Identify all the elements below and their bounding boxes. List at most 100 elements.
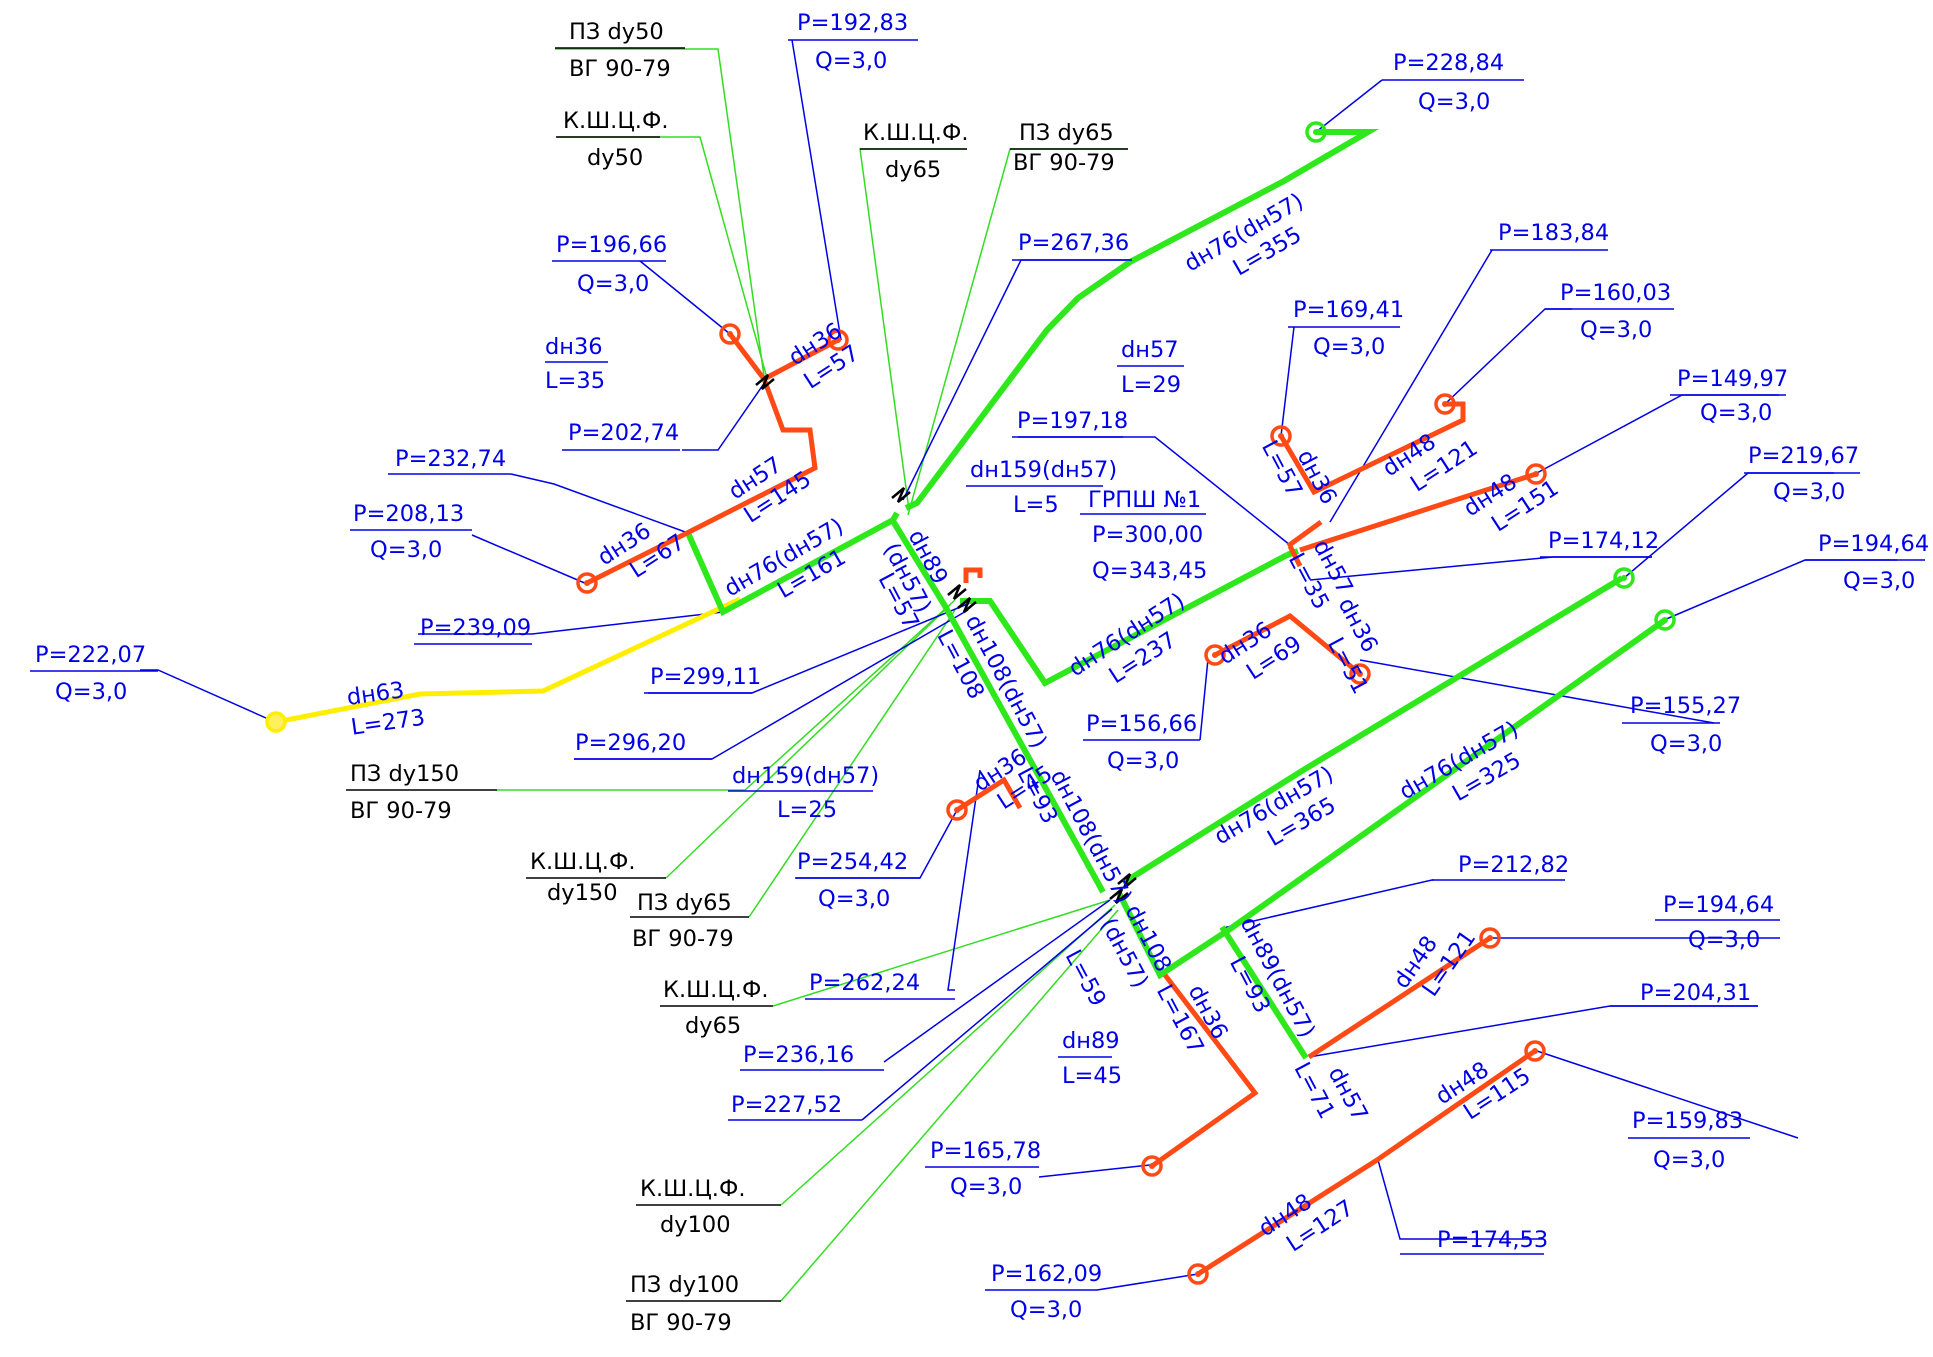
pressure-value: P=174,12 xyxy=(1548,528,1659,554)
svg-text:L=25: L=25 xyxy=(777,797,837,823)
consumer-node xyxy=(827,329,849,351)
segment-label: dн89 L=45 xyxy=(1058,1028,1122,1089)
svg-text:L=45: L=45 xyxy=(1062,1063,1122,1089)
flow-value: Q=3,0 xyxy=(1843,568,1915,594)
regulator-icon xyxy=(963,567,983,583)
equipment-label: К.Ш.Ц.Ф. dу150 xyxy=(526,849,666,906)
pressure-value: P=228,84 xyxy=(1393,50,1504,76)
pressure-value: P=194,64 xyxy=(1818,531,1929,557)
svg-text:dн108(dн57): dн108(dн57) xyxy=(1045,766,1137,908)
svg-text:ПЗ dу65: ПЗ dу65 xyxy=(1019,120,1114,146)
svg-text:L=29: L=29 xyxy=(1121,372,1181,398)
svg-text:dу150: dу150 xyxy=(547,880,618,906)
equipment-labels: ПЗ dу50 ВГ 90-79 К.Ш.Ц.Ф. dу50 К.Ш.Ц.Ф. dу6… xyxy=(346,19,1128,1336)
node-label: P=196,66 Q=3,0 xyxy=(552,232,667,297)
svg-text:ПЗ dу100: ПЗ dу100 xyxy=(630,1272,739,1298)
pressure-value: P=196,66 xyxy=(556,232,667,258)
node-label: P=204,31 xyxy=(1610,980,1758,1007)
segment-label: dн36 L=35 xyxy=(545,334,608,394)
svg-text:К.Ш.Ц.Ф.: К.Ш.Ц.Ф. xyxy=(863,120,968,146)
pressure-labels: P=192,83 Q=3,0 P=228,84 Q=3,0 P=196,66 Q=3,… xyxy=(30,10,1929,1323)
consumer-node xyxy=(1270,425,1292,447)
flow-value: Q=3,0 xyxy=(1580,317,1652,343)
svg-text:К.Ш.Ц.Ф.: К.Ш.Ц.Ф. xyxy=(640,1176,745,1202)
flow-value: Q=3,0 xyxy=(1107,748,1179,774)
node-label: P=299,11 xyxy=(644,664,761,694)
consumer-node xyxy=(1141,1155,1163,1177)
source-flow: Q=343,45 xyxy=(1092,558,1207,584)
node-label: P=149,97 Q=3,0 xyxy=(1670,366,1788,426)
svg-text:ВГ 90-79: ВГ 90-79 xyxy=(569,56,671,82)
feed-pipe xyxy=(275,596,742,725)
svg-text:К.Ш.Ц.Ф.: К.Ш.Ц.Ф. xyxy=(530,849,635,875)
svg-text:ПЗ dу65: ПЗ dу65 xyxy=(637,890,732,916)
equipment-label: ПЗ dу50 ВГ 90-79 xyxy=(555,19,685,82)
svg-text:ВГ 90-79: ВГ 90-79 xyxy=(632,926,734,952)
node-label: P=236,16 xyxy=(740,1042,884,1071)
node-label: P=296,20 xyxy=(574,730,712,760)
svg-text:L=273: L=273 xyxy=(349,705,426,741)
flow-value: Q=3,0 xyxy=(1773,479,1845,505)
svg-text:L=5: L=5 xyxy=(1013,492,1059,518)
segment-label: dн57 L=29 xyxy=(1117,337,1184,398)
valve-icon-3 xyxy=(947,584,967,600)
equipment-label: К.Ш.Ц.Ф. dу50 xyxy=(556,108,668,171)
valve-icon-1 xyxy=(755,374,775,390)
node-label: P=208,13 Q=3,0 xyxy=(350,501,472,563)
svg-text:К.Ш.Ц.Ф.: К.Ш.Ц.Ф. xyxy=(663,977,768,1003)
svg-text:К.Ш.Ц.Ф.: К.Ш.Ц.Ф. xyxy=(563,108,668,134)
valve-icon-2 xyxy=(891,487,911,503)
consumer-node xyxy=(1305,121,1327,143)
pressure-value: P=159,83 xyxy=(1632,1108,1743,1134)
flow-value: Q=3,0 xyxy=(1653,1147,1725,1173)
endpoints xyxy=(265,121,1676,1285)
consumer-node xyxy=(1613,567,1635,589)
valve-icon-6 xyxy=(1109,888,1129,904)
pressure-value: P=149,97 xyxy=(1677,366,1788,392)
pressure-value: P=262,24 xyxy=(809,970,920,996)
pressure-value: P=174,53 xyxy=(1437,1227,1548,1253)
svg-text:dн159(dн57): dн159(dн57) xyxy=(732,763,879,789)
equipment-label: ПЗ dу100 ВГ 90-79 xyxy=(626,1272,781,1336)
node-label: P=183,84 xyxy=(1490,220,1609,251)
svg-text:ПЗ dу50: ПЗ dу50 xyxy=(569,19,664,45)
node-label: P=232,74 xyxy=(388,446,511,475)
node-label: P=169,41 Q=3,0 xyxy=(1288,297,1404,360)
node-label: P=162,09 Q=3,0 xyxy=(985,1261,1102,1323)
consumer-node xyxy=(1204,644,1226,666)
pressure-value: P=197,18 xyxy=(1017,408,1128,434)
svg-text:dн63: dн63 xyxy=(345,677,406,711)
node-label: P=155,27 Q=3,0 xyxy=(1622,693,1741,757)
segment-label: dн159(dн57) L=25 xyxy=(728,763,879,823)
svg-text:dн57: dн57 xyxy=(1121,337,1179,363)
consumer-node xyxy=(1525,463,1547,485)
equipment-label: ПЗ dу65 ВГ 90-79 xyxy=(630,890,749,952)
node-label: P=212,82 xyxy=(1432,852,1569,881)
svg-text:dу100: dу100 xyxy=(660,1212,731,1238)
pressure-value: P=236,16 xyxy=(743,1042,854,1068)
valve-icon-5 xyxy=(1117,873,1137,889)
svg-text:dу50: dу50 xyxy=(587,145,643,171)
pressure-value: P=267,36 xyxy=(1018,230,1129,256)
pressure-value: P=208,13 xyxy=(353,501,464,527)
pressure-value: P=254,42 xyxy=(797,849,908,875)
node-label: P=156,66 Q=3,0 xyxy=(1083,711,1200,774)
flow-value: Q=3,0 xyxy=(370,537,442,563)
flow-value: Q=3,0 xyxy=(1650,731,1722,757)
pressure-value: P=212,82 xyxy=(1458,852,1569,878)
pressure-value: P=155,27 xyxy=(1630,693,1741,719)
pressure-value: P=162,09 xyxy=(991,1261,1102,1287)
svg-text:dн159(dн57): dн159(dн57) xyxy=(970,457,1117,483)
pressure-value: P=204,31 xyxy=(1640,980,1751,1006)
flow-value: Q=3,0 xyxy=(55,679,127,705)
segment-label: dн159(dн57) L=5 xyxy=(966,457,1117,518)
consumer-node xyxy=(1434,393,1456,415)
segment-label: L=59 xyxy=(1060,946,1111,1011)
pressure-value: P=169,41 xyxy=(1293,297,1404,323)
consumer-node xyxy=(1349,663,1371,685)
svg-text:L=59: L=59 xyxy=(1060,946,1111,1011)
